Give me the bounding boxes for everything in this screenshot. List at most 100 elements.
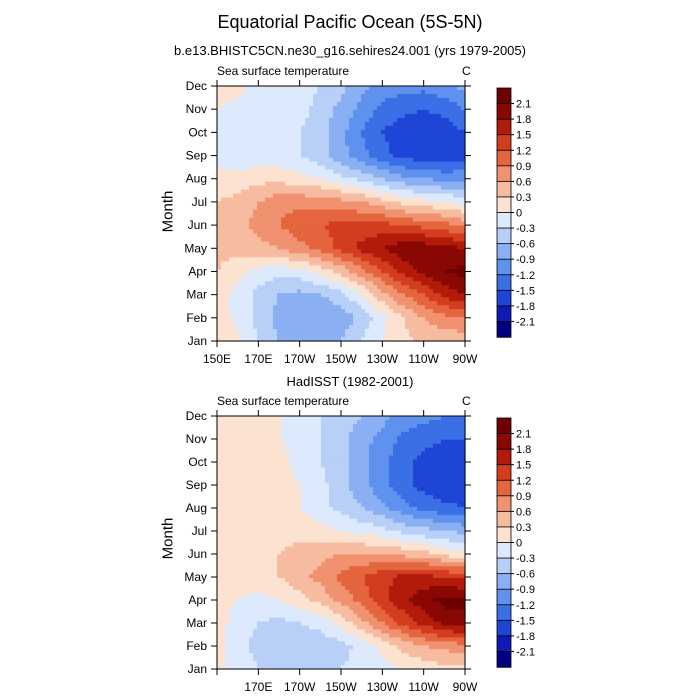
panel1-contour-cell (317, 309, 322, 314)
panel2-contour-cell (405, 423, 410, 429)
panel2-contour-cell (261, 451, 266, 457)
panel1-contour-cell (281, 325, 286, 330)
panel1-contour-cell (325, 109, 330, 115)
panel1-contour-cell (261, 93, 266, 99)
panel1-contour-cell (317, 145, 322, 151)
panel1-contour-cell (441, 261, 446, 266)
panel1-contour-cell (381, 253, 386, 258)
panel1-contour-cell (361, 333, 366, 338)
panel1-contour-cell (245, 297, 250, 302)
panel1-contour-cell (361, 109, 366, 115)
panel1-contour-cell (257, 249, 262, 254)
panel2-contour-cell (437, 435, 442, 441)
panel1-contour-cell (249, 213, 254, 219)
panel1-contour-cell (401, 273, 406, 278)
panel1-contour-cell (401, 93, 406, 99)
panel1-contour-cell (445, 229, 450, 235)
panel1-contour-cell (217, 193, 222, 199)
panel1-contour-cell (349, 93, 354, 99)
panel1-contour-cell (241, 253, 246, 258)
panel1-contour-cell (417, 225, 422, 231)
panel1-contour-cell (317, 213, 322, 219)
panel2-contour-cell (377, 447, 382, 453)
panel1-contour-cell (409, 273, 414, 278)
panel1-contour-cell (357, 313, 362, 318)
panel1-contour-cell (277, 333, 282, 338)
panel2-contour-cell (305, 416, 310, 421)
panel1-contour-cell (285, 333, 290, 338)
panel1-contour-cell (361, 285, 366, 290)
panel2-contour-cell (221, 416, 226, 421)
panel1-contour-cell (325, 113, 330, 119)
panel1-contour-cell (341, 193, 346, 199)
panel1-contour-cell (273, 137, 278, 143)
panel1-contour-cell (393, 86, 398, 91)
panel2-contour-cell (229, 416, 234, 421)
panel1-contour-cell (385, 149, 390, 155)
panel1-contour-cell (373, 149, 378, 155)
panel1-contour-cell (253, 317, 258, 322)
panel2-contour-cell (233, 435, 238, 441)
panel1-contour-cell (285, 153, 290, 159)
panel2-contour-cell (385, 443, 390, 449)
panel1-contour-cell (409, 225, 414, 231)
panel2-contour-cell (281, 471, 286, 476)
panel1-contour-cell (253, 133, 258, 139)
panel1-contour-cell (297, 213, 302, 219)
panel1-contour-cell (257, 141, 262, 147)
panel1-contour-cell (381, 109, 386, 115)
panel1-contour-cell (349, 109, 354, 115)
panel2-contour-cell (261, 439, 266, 445)
panel1-contour-cell (309, 185, 314, 191)
panel1-contour-cell (273, 205, 278, 211)
panel1-contour-cell (365, 149, 370, 155)
panel2-contour-cell (329, 439, 334, 445)
panel1-contour-cell (317, 105, 322, 111)
panel1-contour-cell (261, 113, 266, 119)
panel1-contour-cell (221, 329, 226, 334)
panel1-contour-cell (445, 93, 450, 99)
panel1-contour-cell (241, 89, 246, 95)
panel2-contour-cell (293, 471, 298, 476)
panel1-contour-cell (285, 169, 290, 175)
panel1-contour-cell (421, 165, 426, 171)
panel2-contour-cell (317, 439, 322, 445)
panel1-contour-cell (229, 293, 234, 298)
panel1-y-tick-label: Nov (186, 102, 207, 116)
panel2-contour-cell (289, 459, 294, 465)
panel1-contour-cell (461, 137, 466, 143)
panel1-contour-cell (381, 201, 386, 207)
panel1-contour-cell (429, 281, 434, 286)
panel1-contour-cell (285, 289, 290, 294)
panel2-contour-cell (441, 455, 446, 461)
panel1-contour-cell (317, 189, 322, 195)
panel1-contour-cell (301, 105, 306, 111)
panel1-contour-cell (397, 189, 402, 195)
panel1-contour-cell (253, 333, 258, 338)
panel1-contour-cell (437, 297, 442, 302)
panel1-contour-cell (293, 237, 298, 242)
panel2-contour-cell (425, 443, 430, 449)
panel1-contour-cell (457, 273, 462, 278)
panel1-contour-cell (237, 189, 242, 195)
panel1-contour-cell (225, 273, 230, 278)
panel2-contour-cell (329, 416, 334, 421)
panel2-contour-cell (377, 443, 382, 449)
panel1-contour-cell (397, 261, 402, 266)
panel2-contour-cell (237, 431, 242, 437)
panel1-contour-cell (345, 93, 350, 99)
panel1-contour-cell (361, 289, 366, 294)
panel1-contour-cell (233, 153, 238, 159)
panel2-contour-cell (377, 463, 382, 468)
panel1-contour-cell (321, 333, 326, 338)
panel1-contour-cell (309, 193, 314, 199)
panel2-contour-cell (245, 419, 250, 425)
panel1-contour-cell (281, 86, 286, 91)
panel2-contour-cell (417, 459, 422, 465)
panel1-contour-cell (337, 261, 342, 266)
panel1-contour-cell (409, 305, 414, 310)
panel1-contour-cell (285, 181, 290, 187)
panel2-contour-cell (325, 447, 330, 453)
panel1-contour-cell (433, 117, 438, 123)
panel2-contour-cell (249, 447, 254, 453)
